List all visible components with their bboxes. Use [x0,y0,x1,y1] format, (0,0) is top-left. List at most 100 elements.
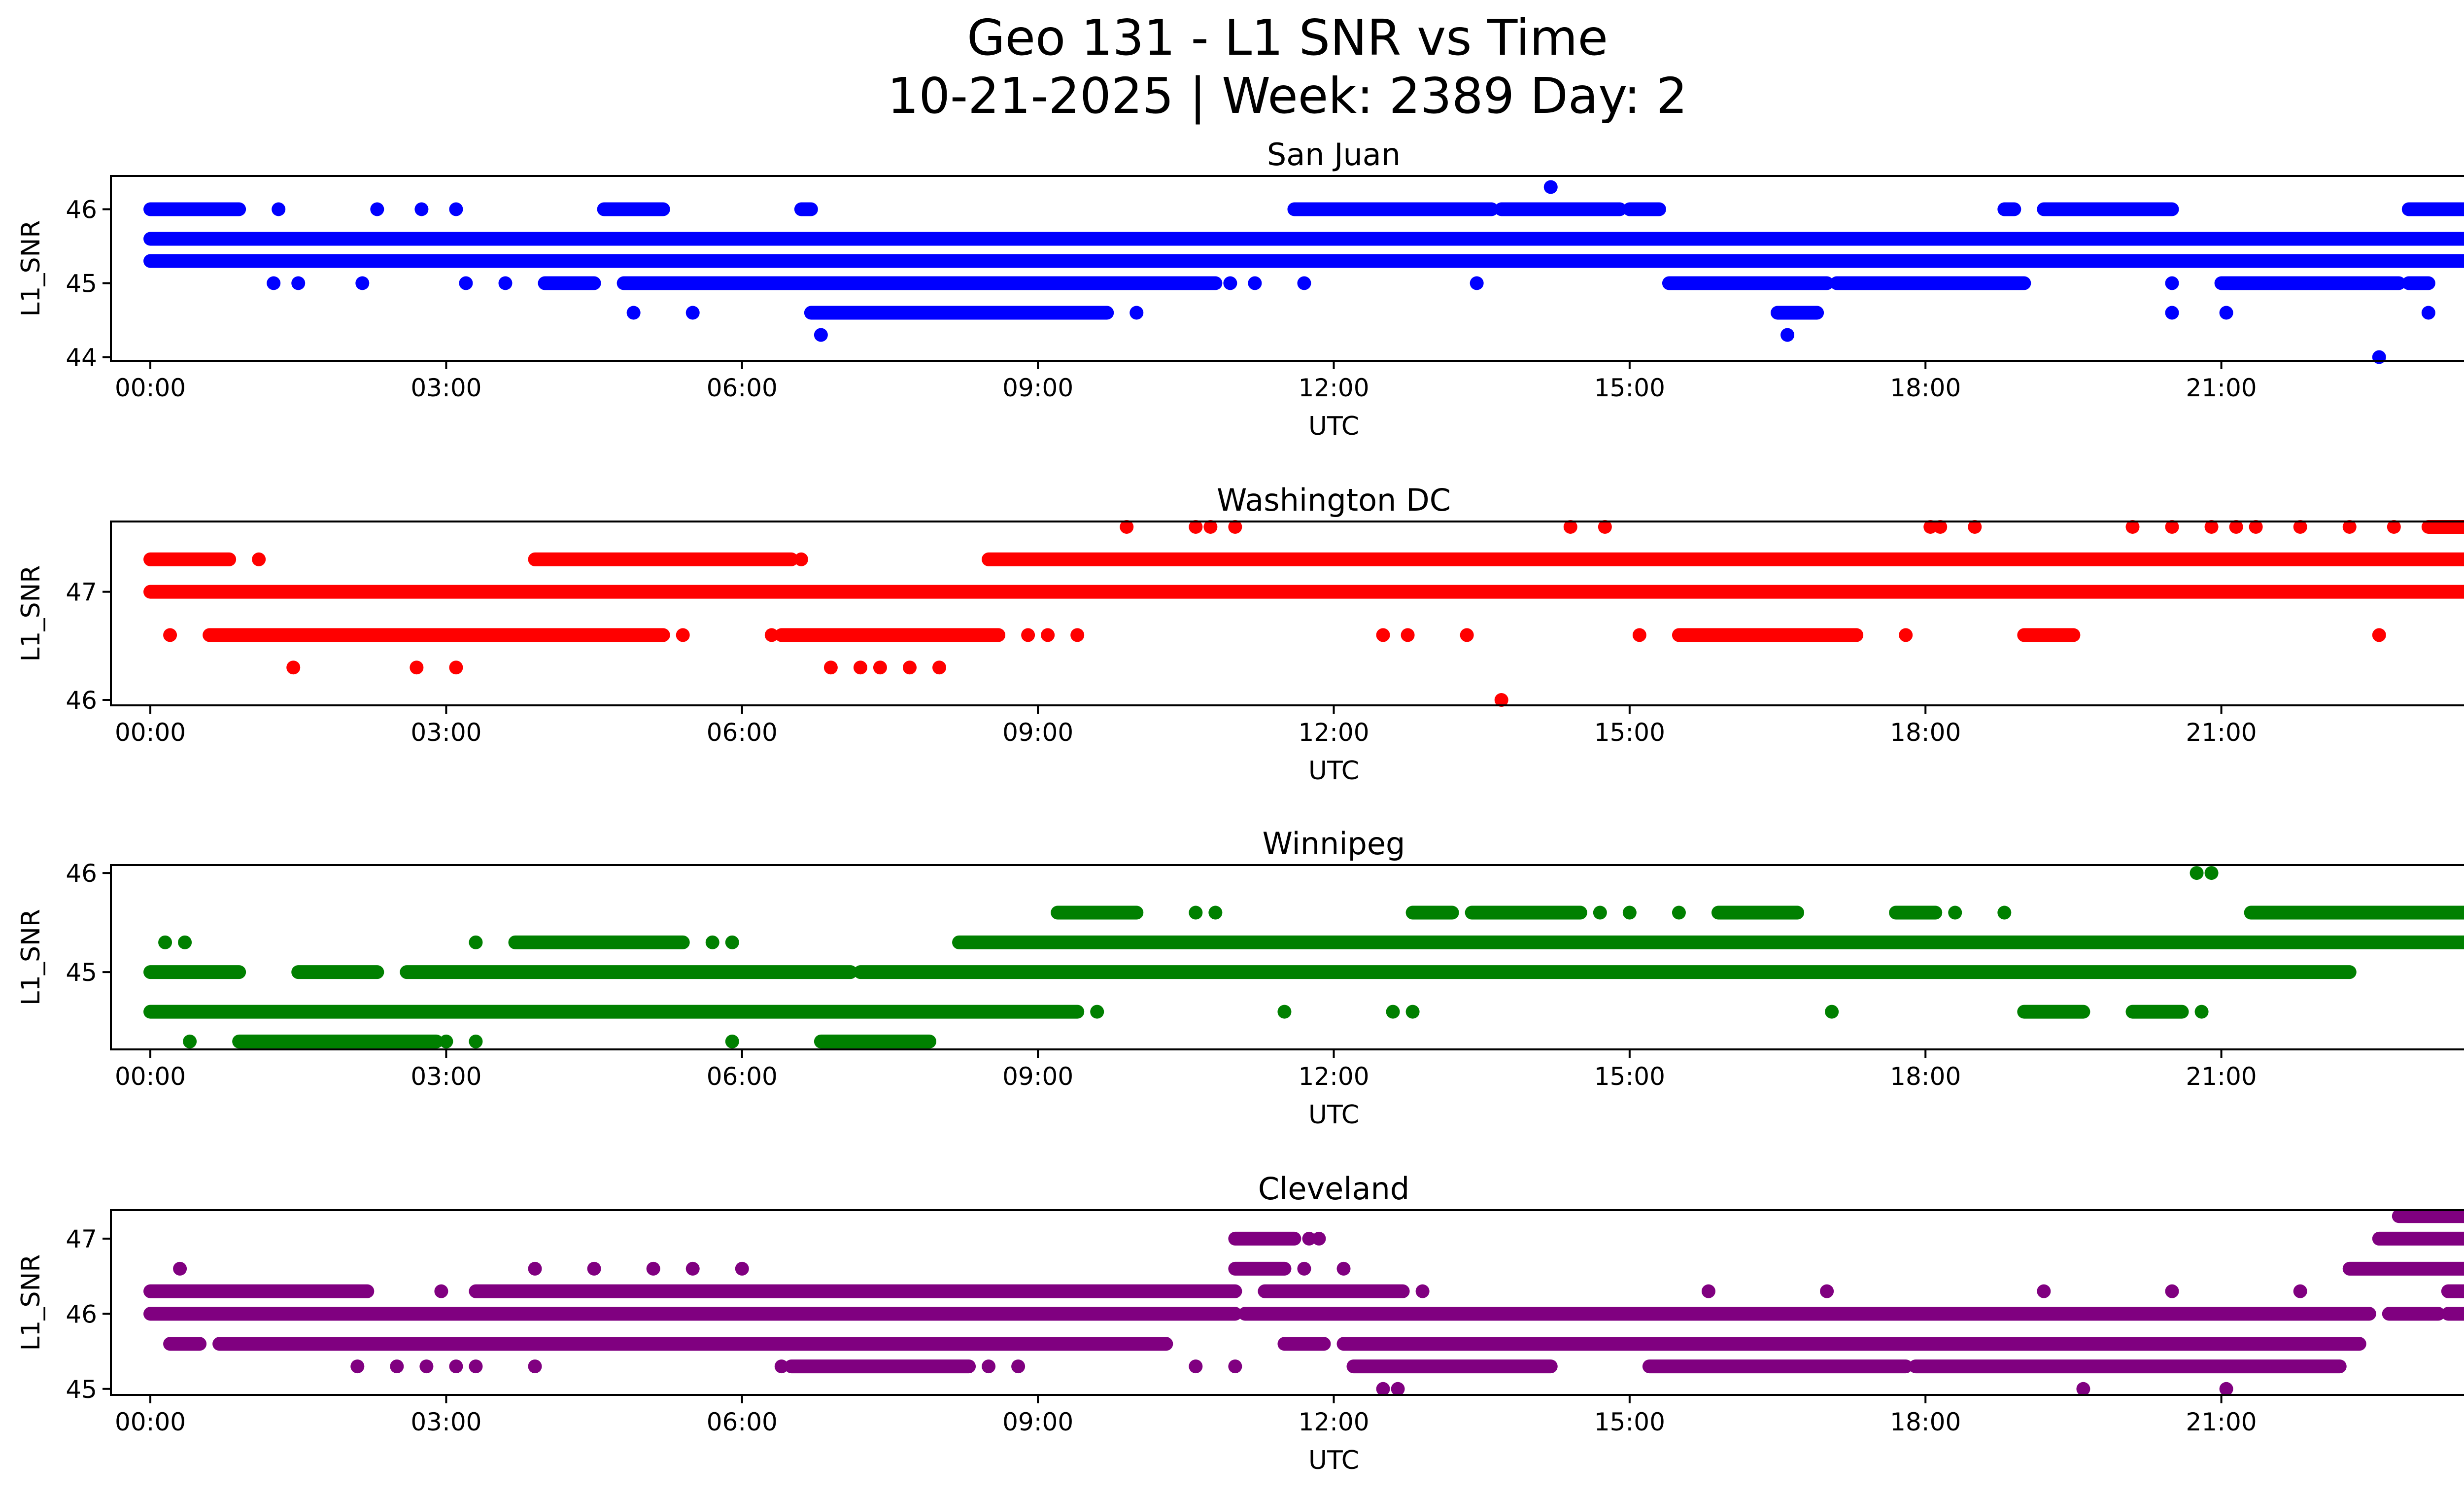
x-tick-label: 15:00 [1594,374,1665,402]
point-run-2-3 [2017,628,2081,642]
data-point-39 [1494,693,1508,707]
data-point-7 [459,276,473,290]
y-tick-label: 46 [66,859,97,888]
x-tick-label: 09:00 [1002,1062,1073,1091]
data-point-17 [823,661,838,675]
data-point-13 [2165,276,2179,290]
point-run-2-2 [1277,1337,1331,1351]
data-point-16 [1208,905,1223,920]
point-run-2-6 [1997,202,2021,216]
data-point-31 [2125,520,2140,534]
subplot-title: Washington DC [1217,482,1451,518]
point-run-2-7 [2037,202,2179,216]
point-run-2-1 [597,202,670,216]
point-run-2-2 [794,202,818,216]
x-tick-label: 12:00 [1298,1062,1369,1091]
data-point-23 [2037,1284,2051,1298]
point-run-2-1 [952,935,2464,949]
point-run-4-5 [2244,905,2464,920]
data-point-4 [764,628,779,642]
chart-cleveland: Cleveland 00:00 03:00 06:00 09:00 12:00 15:00 1… [16,1171,2464,1475]
data-point-20 [814,328,828,342]
data-point-3 [646,1261,660,1276]
data-point-19 [1672,905,1686,920]
point-run-3-4 [2214,276,2406,290]
data-point-24 [2165,1284,2179,1298]
x-tick-label: 12:00 [1298,1408,1369,1436]
point-run-4-1 [2342,1261,2464,1276]
data-point-9 [1223,276,1237,290]
data-point-3 [705,935,719,949]
y-tick-label: 46 [66,196,97,224]
x-tick-label: 00:00 [115,718,186,747]
x-tick-label: 09:00 [1002,374,1073,402]
data-point-15 [685,306,700,320]
data-point-6 [1041,628,1055,642]
point-run-0-0 [143,1307,1242,1321]
data-point-22 [1820,1284,1834,1298]
point-run-3-2 [1662,276,1834,290]
data-point-21 [932,661,947,675]
point-run-0-0 [143,585,2464,599]
data-point-14 [774,1359,788,1374]
x-tick-label: 18:00 [1890,374,1961,402]
y-axis-label: L1_SNR [16,1254,46,1351]
data-point-12 [469,1359,483,1374]
x-tick-label: 03:00 [411,718,481,747]
x-tick-label: 18:00 [1890,1062,1961,1091]
x-tick-label: 12:00 [1298,718,1369,747]
point-run-1-1 [528,552,798,566]
data-point-10 [1277,1005,1292,1019]
y-tick-label: 44 [66,344,97,372]
data-point-10 [1460,628,1474,642]
point-run-2-2 [1672,628,1864,642]
data-point-9 [1401,628,1415,642]
data-point-6 [439,1034,453,1048]
point-run-2-8 [2401,202,2464,216]
point-run-0-1 [1238,1307,2376,1321]
data-point-18 [1228,1359,1242,1374]
x-tick-label: 06:00 [707,718,778,747]
data-point-28 [1376,1382,1390,1396]
point-run-5-1 [2372,1231,2464,1246]
data-point-17 [1189,1359,1203,1374]
data-point-36 [2293,520,2307,534]
point-run-4-2 [1771,306,1824,320]
point-run-3-0 [538,276,601,290]
point-run-0-2 [400,965,857,979]
chart-washington-dc: Washington DC 00:00 03:00 06:00 09:00 12:00 15… [16,482,2464,786]
scatter-points [143,1209,2464,1396]
data-point-30 [1968,520,1982,534]
x-tick-label: 00:00 [115,1408,186,1436]
y-axis-label: L1_SNR [16,565,46,661]
data-point-17 [2165,306,2179,320]
point-run-3-1 [814,1034,937,1048]
x-tick-label: 18:00 [1890,1408,1961,1436]
chart-san-juan: San Juan 00:00 03:00 06:00 09:00 12:00 15:00 18… [16,137,2464,441]
data-point-23 [2372,350,2386,364]
data-point-21 [1701,1284,1715,1298]
data-point-27 [1598,520,1612,534]
point-run-3-0 [784,1359,976,1374]
subplot-title: Winnipeg [1263,826,1405,862]
data-point-3 [449,202,463,216]
data-point-18 [853,661,867,675]
point-run-0-3 [853,965,2357,979]
data-point-0 [173,1261,187,1276]
x-tick-label: 00:00 [115,374,186,402]
point-run-2-4 [1494,202,1627,216]
x-tick-label: 09:00 [1002,1408,1073,1436]
y-tick-label: 47 [66,578,97,607]
scatter-points [143,520,2464,707]
data-point-5 [1021,628,1035,642]
y-tick-label: 45 [66,270,97,298]
point-run-1-2 [982,552,2464,566]
data-point-16 [1011,1359,1026,1374]
point-run-0-2 [2382,1307,2445,1321]
data-point-26 [1302,1231,1316,1246]
point-run-2-1 [212,1337,1173,1351]
data-point-4 [267,276,281,290]
x-tick-label: 21:00 [2186,1062,2257,1091]
data-point-21 [1780,328,1795,342]
